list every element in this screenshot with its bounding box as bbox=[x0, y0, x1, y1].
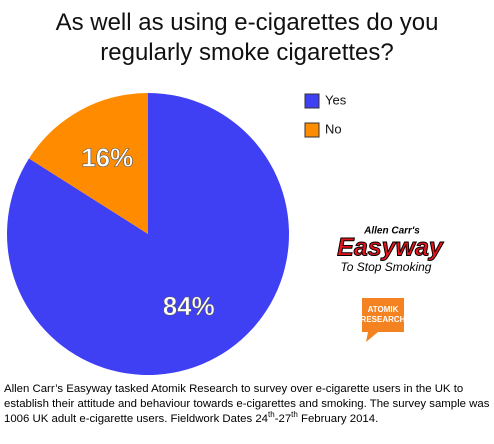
legend-swatch bbox=[304, 93, 320, 109]
legend-swatch bbox=[304, 122, 320, 138]
logo-bubble bbox=[362, 298, 404, 342]
logo-text: ATOMIK bbox=[368, 305, 399, 314]
data-label: 84% bbox=[163, 291, 215, 321]
legend-label: No bbox=[325, 121, 342, 136]
footnote: Allen Carr’s Easyway tasked Atomik Resea… bbox=[4, 382, 492, 427]
logo-text: RESEARCH bbox=[361, 315, 406, 324]
legend-label: Yes bbox=[325, 92, 347, 107]
chart: Allen Carr's Easyway To Stop Smoking ATO… bbox=[6, 92, 445, 375]
footnote-text: -27 bbox=[274, 413, 292, 425]
data-label: 16% bbox=[81, 143, 133, 173]
footnote-sup: th bbox=[291, 410, 298, 420]
atomik-logo: ATOMIK RESEARCH bbox=[361, 298, 406, 342]
logo-text: Easyway bbox=[337, 234, 444, 262]
pie-slice bbox=[6, 93, 290, 375]
logo-text: To Stop Smoking bbox=[341, 260, 432, 274]
footnote-sup: th bbox=[268, 410, 275, 420]
pie-slice bbox=[28, 93, 149, 234]
logo-text: Allen Carr's bbox=[363, 226, 420, 237]
footnote-text: Allen Carr’s Easyway tasked Atomik Resea… bbox=[4, 383, 490, 425]
chart-title: As well as using e-cigarettes do you reg… bbox=[55, 9, 439, 66]
easyway-logo: Allen Carr's Easyway To Stop Smoking bbox=[337, 226, 445, 275]
footnote-text: February 2014. bbox=[297, 413, 379, 425]
